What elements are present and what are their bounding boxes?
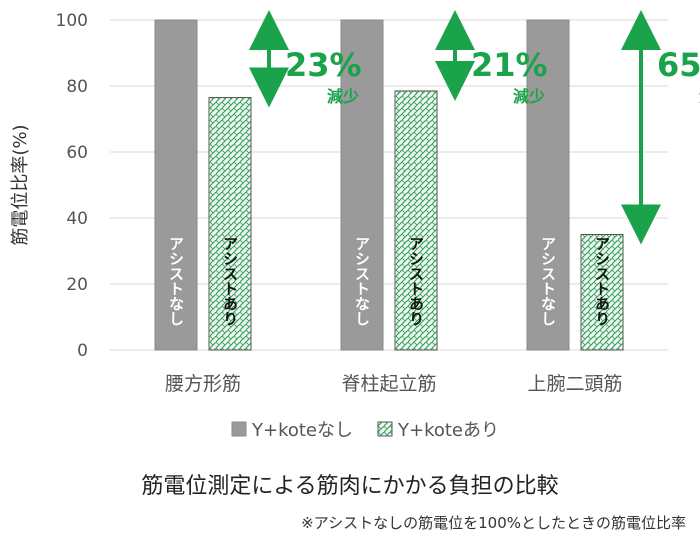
- bar-without-assist: [154, 19, 198, 351]
- x-tick-label: 腰方形筋: [165, 373, 241, 395]
- x-tick-label: 脊柱起立筋: [341, 373, 436, 395]
- bar-label: アシストあり: [221, 236, 239, 326]
- legend: Y+koteなし Y+koteあり: [231, 420, 499, 441]
- reduction-text: 減少: [327, 87, 359, 106]
- legend-label: Y+koteなし: [251, 420, 353, 441]
- legend-swatch: [377, 421, 393, 437]
- bars: アシストなし アシストあり アシストなし アシストあり アシストなし アシストあり: [154, 19, 624, 351]
- y-tick-label: 60: [66, 143, 88, 163]
- y-tick-label: 20: [66, 275, 88, 295]
- bar-label: アシストあり: [407, 236, 425, 326]
- bar-with-assist: [208, 97, 252, 351]
- x-tick-label: 上腕二頭筋: [527, 373, 622, 395]
- y-axis-label: 筋電位比率(%): [10, 124, 31, 245]
- bar-with-assist: [394, 90, 438, 351]
- bar-with-assist: [580, 234, 624, 351]
- chart-caption-note: ※アシストなしの筋電位を100%としたときの筋電位比率: [301, 514, 686, 532]
- grid-lines: [110, 19, 668, 351]
- bar-label: アシストなし: [353, 236, 371, 326]
- reduction-text: 減少: [513, 87, 545, 106]
- bar-label: アシストなし: [167, 236, 185, 326]
- y-tick-label: 100: [56, 11, 88, 31]
- y-tick-label: 0: [77, 341, 88, 361]
- y-tick-label: 40: [66, 209, 88, 229]
- bar-label: アシストあり: [593, 236, 611, 326]
- reduction-percent: 23%: [285, 46, 362, 84]
- legend-swatch: [231, 421, 247, 437]
- chart-caption-title: 筋電位測定による筋肉にかかる負担の比較: [141, 474, 559, 499]
- bar-label: アシストなし: [539, 236, 557, 326]
- y-tick-label: 80: [66, 77, 88, 97]
- legend-label: Y+koteあり: [397, 420, 499, 441]
- y-axis: 0 20 40 60 80 100 筋電位比率(%): [10, 11, 88, 361]
- reduction-percent: 65%: [657, 46, 700, 84]
- reduction-percent: 21%: [471, 46, 548, 84]
- bar-without-assist: [340, 19, 384, 351]
- x-axis: 腰方形筋 脊柱起立筋 上腕二頭筋: [165, 373, 623, 395]
- bar-without-assist: [526, 19, 570, 351]
- chart: 020406080100筋電位比率(%) アシストなし アシストあり アシストなしア…: [10, 9, 700, 441]
